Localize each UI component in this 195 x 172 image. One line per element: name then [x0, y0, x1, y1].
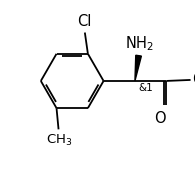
Text: O: O — [154, 111, 166, 126]
Text: OH: OH — [192, 72, 195, 87]
Text: NH$_2$: NH$_2$ — [125, 35, 154, 53]
Text: Cl: Cl — [77, 14, 91, 29]
Polygon shape — [135, 55, 141, 81]
Text: &1: &1 — [139, 83, 153, 93]
Text: CH$_3$: CH$_3$ — [46, 133, 73, 148]
